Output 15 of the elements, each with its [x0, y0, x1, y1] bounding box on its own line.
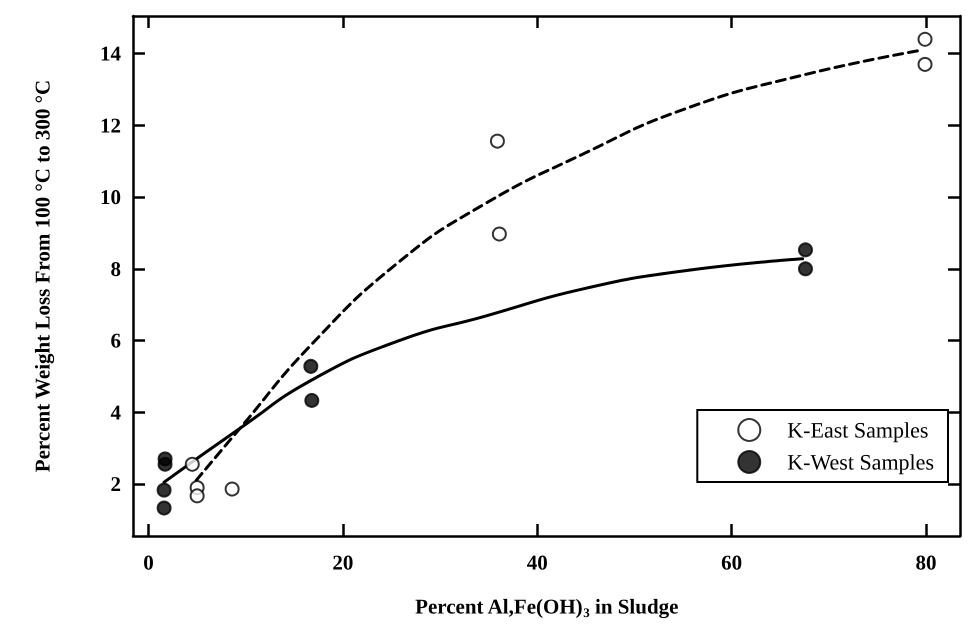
x-tick-label: 60	[721, 550, 742, 574]
x-tick-label: 20	[332, 550, 354, 574]
y-tick-label: 6	[110, 328, 121, 353]
y-tick-label: 2	[110, 472, 121, 496]
x-tick-label: 40	[526, 550, 548, 574]
y-tick-label: 12	[100, 113, 121, 138]
x-tick-label: 80	[915, 550, 936, 574]
y-tick-label: 10	[100, 185, 121, 210]
y-tick-label: 14	[100, 42, 122, 66]
y-tick-label: 8	[110, 256, 121, 281]
y-axis-title: Percent Weight Loss From 100 °C to 300 °C	[30, 80, 54, 472]
y-tick-label: 4	[110, 400, 122, 424]
x-tick-label: 0	[143, 550, 154, 574]
legend-label: K-West Samples	[787, 450, 934, 474]
legend-label: K-East Samples	[787, 418, 928, 442]
